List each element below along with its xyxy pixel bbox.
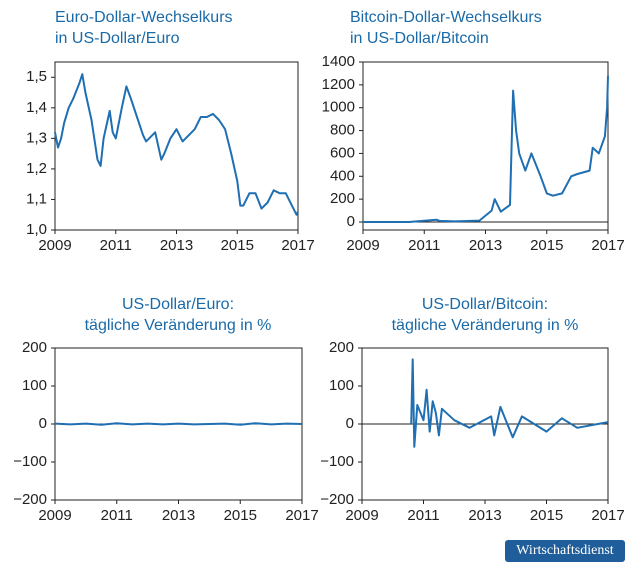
series-line — [54, 422, 303, 426]
y-tick-label: 400 — [330, 167, 355, 184]
y-tick-label: 1,4 — [26, 99, 47, 116]
y-tick-label: −200 — [320, 491, 354, 508]
y-tick-label: 200 — [330, 190, 355, 207]
chart-title: US-Dollar/Bitcoin: — [422, 296, 548, 313]
y-tick-label: 100 — [22, 377, 47, 394]
series-line — [363, 75, 609, 223]
y-tick-label: 0 — [347, 213, 355, 230]
x-tick-label: 2015 — [530, 507, 563, 524]
badge-box — [505, 540, 625, 562]
y-tick-label: 1,2 — [26, 160, 47, 177]
y-tick-label: 0 — [346, 415, 354, 432]
y-tick-label: 0 — [39, 415, 47, 432]
y-tick-label: −100 — [13, 453, 47, 470]
badge: Wirtschaftsdienst — [516, 543, 614, 558]
chart-title: tägliche Veränderung in % — [85, 317, 272, 334]
x-tick-label: 2009 — [38, 507, 71, 524]
x-tick-label: 2013 — [469, 237, 502, 254]
y-tick-label: 1,1 — [26, 190, 47, 207]
chart-title: tägliche Veränderung in % — [392, 317, 579, 334]
chart-title: Bitcoin-Dollar-Wechselkurs — [350, 9, 542, 26]
x-tick-label: 2013 — [160, 237, 193, 254]
x-tick-label: 2015 — [224, 507, 257, 524]
x-tick-label: 2009 — [345, 507, 378, 524]
y-tick-label: 1200 — [322, 76, 355, 93]
y-tick-label: 1,3 — [26, 129, 47, 146]
series-line — [54, 73, 299, 216]
x-tick-label: 2017 — [591, 237, 624, 254]
y-tick-label: 1400 — [322, 53, 355, 70]
y-tick-label: 200 — [22, 339, 47, 356]
plot-frame — [362, 61, 609, 231]
y-tick-label: 800 — [330, 122, 355, 139]
chart-title: in US-Dollar/Bitcoin — [350, 30, 489, 47]
x-tick-label: 2009 — [38, 237, 71, 254]
y-tick-label: 1000 — [322, 99, 355, 116]
x-tick-label: 2011 — [100, 237, 132, 254]
chart-title: US-Dollar/Euro: — [122, 296, 234, 313]
x-tick-label: 2011 — [407, 507, 439, 524]
x-tick-label: 2015 — [221, 237, 254, 254]
y-tick-label: −100 — [320, 453, 354, 470]
y-tick-label: −200 — [13, 491, 47, 508]
chart-title: in US-Dollar/Euro — [55, 30, 180, 47]
x-tick-label: 2017 — [285, 507, 318, 524]
plot-frame — [54, 61, 299, 231]
series-line — [410, 358, 609, 448]
x-tick-label: 2017 — [281, 237, 314, 254]
x-tick-label: 2011 — [101, 507, 133, 524]
y-tick-label: 1,0 — [26, 221, 47, 238]
x-tick-label: 2013 — [162, 507, 195, 524]
y-tick-label: 600 — [330, 144, 355, 161]
y-tick-label: 1,5 — [26, 68, 47, 85]
x-tick-label: 2011 — [408, 237, 440, 254]
x-tick-label: 2013 — [468, 507, 501, 524]
y-tick-label: 200 — [329, 339, 354, 356]
x-tick-label: 2009 — [346, 237, 379, 254]
chart-title: Euro-Dollar-Wechselkurs — [55, 9, 233, 26]
x-tick-label: 2015 — [530, 237, 563, 254]
y-tick-label: 100 — [329, 377, 354, 394]
x-tick-label: 2017 — [591, 507, 624, 524]
